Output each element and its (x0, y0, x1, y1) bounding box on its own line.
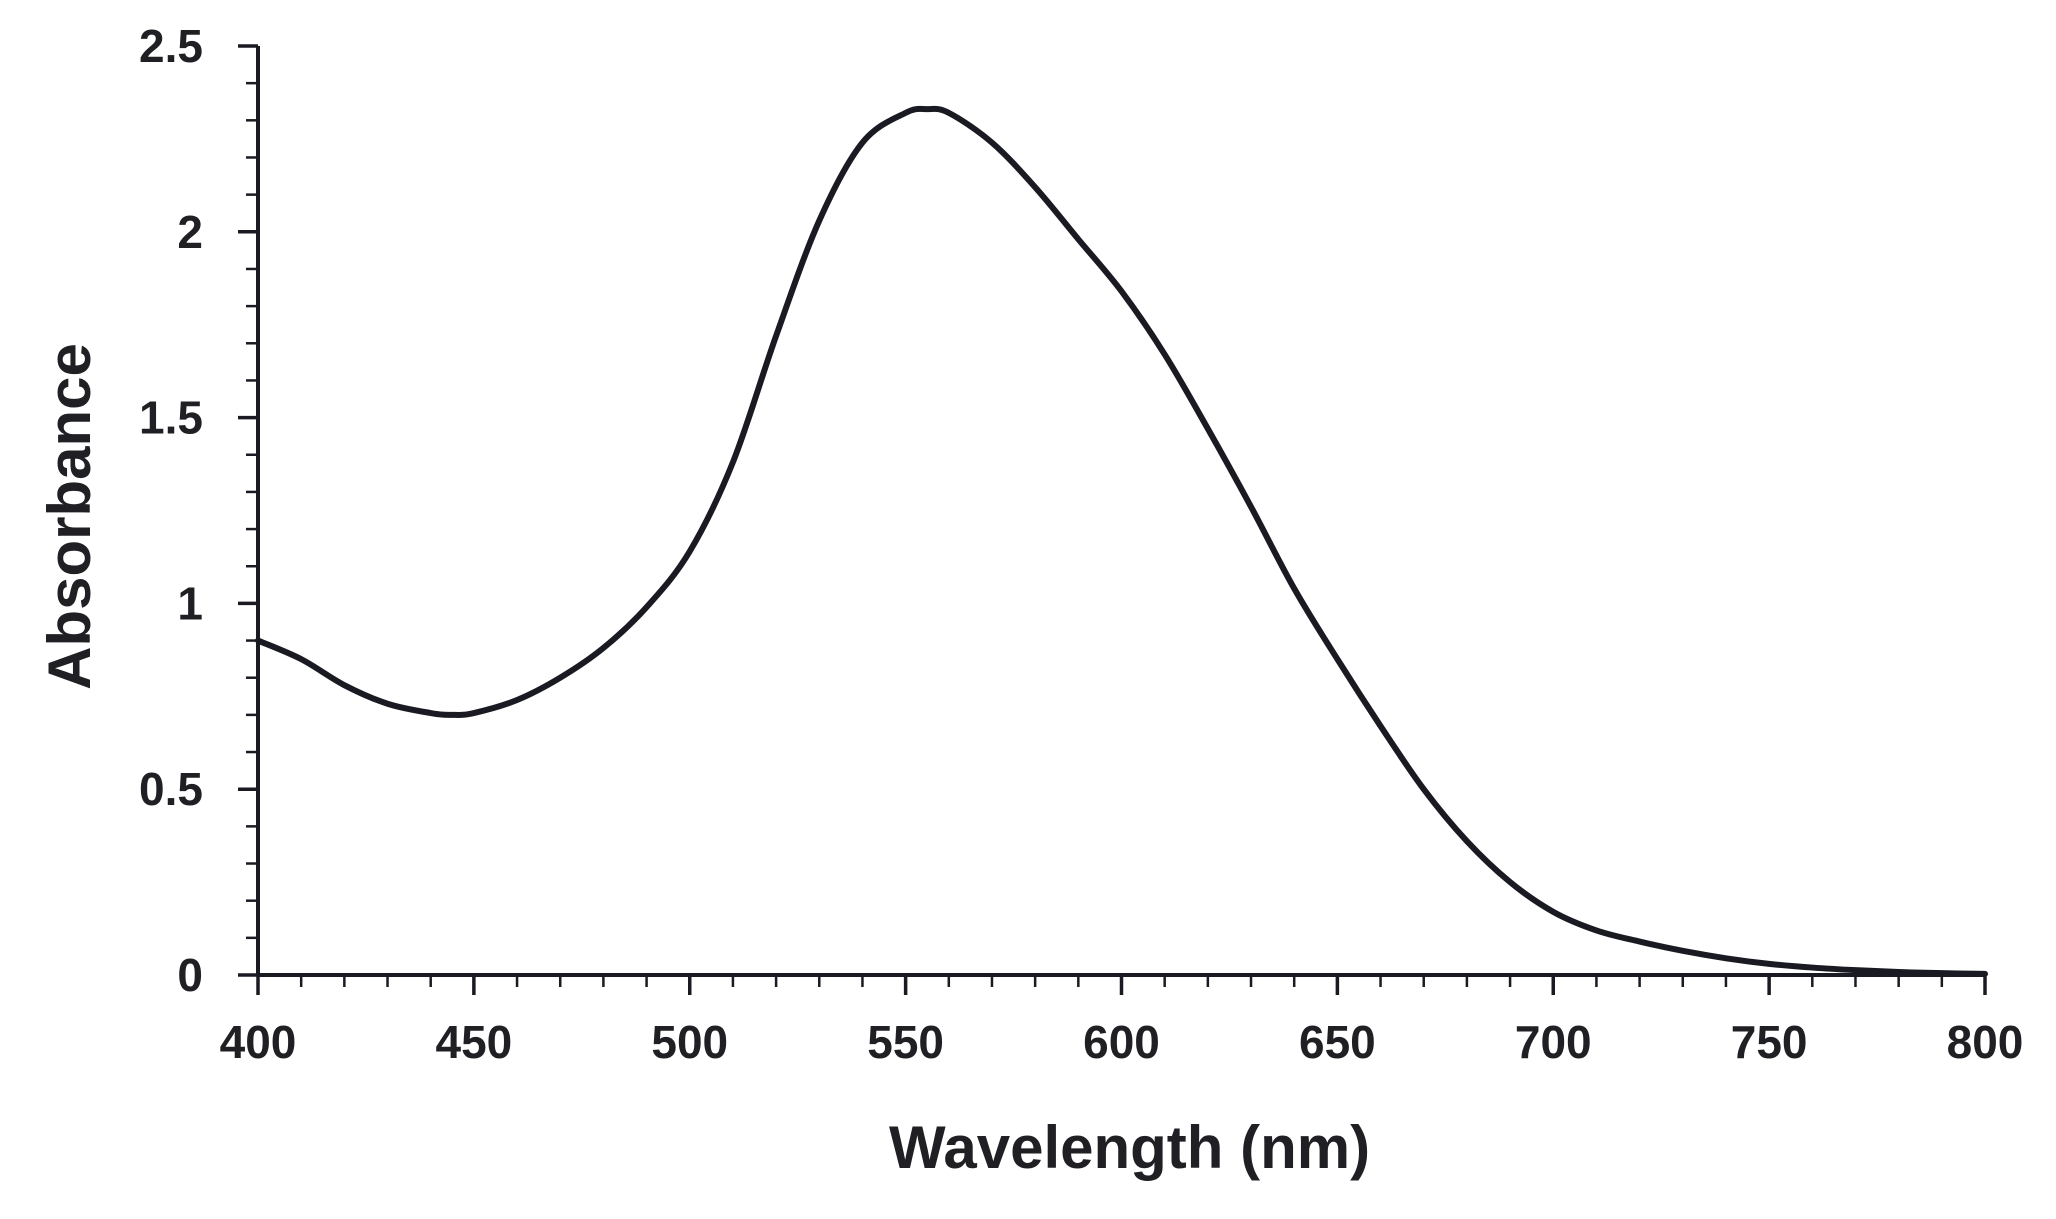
y-tick-label: 1.5 (139, 392, 203, 444)
x-tick-label: 450 (436, 1016, 513, 1068)
x-tick-label: 600 (1083, 1016, 1160, 1068)
absorbance-series-line (255, 105, 1988, 977)
minor-ticks (246, 44, 1987, 987)
y-tick-labels: 0 0.5 1 1.5 2 2.5 (139, 20, 203, 1001)
y-tick-label: 0 (177, 949, 203, 1001)
y-tick-label: 1 (177, 577, 203, 629)
x-tick-labels: 400 450 500 550 600 650 700 750 800 (220, 1016, 2024, 1068)
major-ticks (238, 44, 1987, 995)
x-tick-label: 750 (1731, 1016, 1808, 1068)
x-axis-title: Wavelength (nm) (889, 1114, 1370, 1181)
x-tick-label: 700 (1515, 1016, 1592, 1068)
x-tick-label: 400 (220, 1016, 297, 1068)
x-tick-label: 500 (651, 1016, 728, 1068)
x-tick-label: 800 (1947, 1016, 2024, 1068)
y-axis-title: Absorbance (36, 343, 103, 690)
y-tick-label: 2 (177, 206, 203, 258)
y-tick-label: 0.5 (139, 763, 203, 815)
x-tick-label: 550 (867, 1016, 944, 1068)
y-tick-label: 2.5 (139, 20, 203, 72)
x-tick-label: 650 (1299, 1016, 1376, 1068)
